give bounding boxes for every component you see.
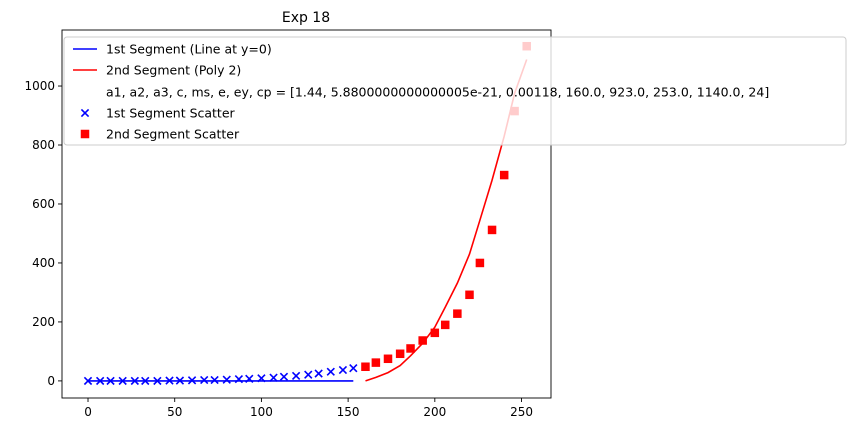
x-marker-stroke bbox=[257, 374, 266, 383]
x-marker-stroke bbox=[326, 367, 335, 376]
x-marker-stroke bbox=[245, 374, 254, 383]
x-tick-label: 200 bbox=[423, 405, 446, 419]
x-marker-stroke bbox=[269, 373, 278, 382]
data-point-x-marker bbox=[338, 365, 348, 375]
data-point-x-marker bbox=[269, 373, 278, 382]
data-point-x-marker bbox=[106, 376, 115, 386]
data-point-square-marker bbox=[465, 290, 474, 300]
x-marker-stroke bbox=[118, 376, 127, 386]
data-point-x-marker bbox=[291, 371, 301, 381]
legend-label: a1, a2, a3, c, ms, e, ey, cp = [1.44, 5.… bbox=[106, 85, 769, 100]
data-point-x-marker bbox=[95, 376, 105, 386]
data-point-square-marker bbox=[371, 358, 381, 367]
y-tick-label: 800 bbox=[32, 138, 55, 152]
data-point-x-marker bbox=[141, 376, 150, 386]
x-marker-stroke bbox=[141, 376, 150, 386]
data-point-x-marker bbox=[165, 376, 174, 385]
x-tick-label: 50 bbox=[167, 405, 182, 419]
plot-area bbox=[83, 41, 531, 386]
y-tick-label: 1000 bbox=[24, 79, 55, 93]
x-marker-stroke bbox=[338, 365, 348, 375]
data-point-square-marker bbox=[499, 170, 509, 180]
axes-frame bbox=[61, 29, 552, 399]
x-marker-stroke bbox=[349, 364, 358, 373]
legend-box bbox=[63, 36, 847, 146]
data-point-x-marker bbox=[130, 376, 139, 386]
legend-x-marker-handle bbox=[80, 108, 90, 118]
x-marker-stroke bbox=[175, 376, 185, 385]
x-tick-label: 150 bbox=[337, 405, 360, 419]
x-marker-stroke bbox=[291, 371, 301, 381]
legend-label: 1st Segment (Line at y=0) bbox=[106, 42, 272, 57]
x-marker-stroke bbox=[279, 372, 289, 381]
x-marker-stroke bbox=[304, 370, 313, 379]
legend-label: 1st Segment Scatter bbox=[106, 106, 236, 121]
x-marker-stroke bbox=[200, 375, 209, 385]
legend-label: 2nd Segment Scatter bbox=[106, 127, 240, 142]
x-marker-stroke bbox=[80, 108, 90, 118]
data-point-x-marker bbox=[175, 376, 185, 385]
axes: 0 50 100 150 200 250 0 200 400 600 800 1000 bbox=[24, 29, 552, 419]
data-point-x-marker bbox=[257, 374, 266, 383]
x-marker-stroke bbox=[106, 376, 115, 386]
x-marker-stroke bbox=[95, 376, 105, 386]
data-point-x-marker bbox=[118, 376, 127, 386]
x-marker-stroke bbox=[153, 376, 162, 386]
data-point-x-marker bbox=[83, 376, 93, 386]
data-point-square-marker bbox=[383, 354, 393, 364]
data-point-x-marker bbox=[349, 364, 358, 373]
data-point-x-marker bbox=[314, 369, 323, 378]
data-point-x-marker bbox=[279, 372, 289, 381]
x-tick-label: 250 bbox=[510, 405, 533, 419]
legend: 1st Segment (Line at y=0) 2nd Segment (Po… bbox=[63, 36, 847, 146]
x-marker-stroke bbox=[83, 376, 93, 386]
data-point-x-marker bbox=[187, 376, 197, 385]
data-point-x-marker bbox=[200, 375, 209, 385]
x-tick-label: 0 bbox=[84, 405, 92, 419]
data-point-square-marker bbox=[430, 328, 440, 338]
data-point-x-marker bbox=[304, 370, 313, 379]
x-marker-stroke bbox=[222, 375, 231, 384]
data-point-square-marker bbox=[475, 258, 485, 268]
y-tick-label: 400 bbox=[32, 256, 55, 270]
x-marker-stroke bbox=[314, 369, 323, 378]
data-point-x-marker bbox=[326, 367, 335, 376]
x-marker-stroke bbox=[234, 374, 244, 384]
data-point-x-marker bbox=[222, 375, 231, 384]
x-marker-stroke bbox=[210, 375, 219, 385]
x-marker-stroke bbox=[130, 376, 139, 386]
series-line-2 bbox=[365, 59, 528, 382]
y-tick-label: 0 bbox=[47, 374, 55, 388]
data-point-square-marker bbox=[453, 309, 462, 318]
data-point-square-marker bbox=[395, 349, 405, 359]
data-point-square-marker bbox=[487, 225, 497, 235]
y-tick-label: 600 bbox=[32, 197, 55, 211]
data-point-x-marker bbox=[210, 375, 219, 385]
data-point-x-marker bbox=[153, 376, 162, 386]
data-point-square-marker bbox=[418, 336, 427, 345]
x-marker-stroke bbox=[187, 376, 197, 385]
y-tick-label: 200 bbox=[32, 315, 55, 329]
x-marker-stroke bbox=[165, 376, 174, 385]
data-point-square-marker bbox=[406, 344, 415, 353]
data-point-x-marker bbox=[245, 374, 254, 383]
data-point-square-marker bbox=[361, 362, 370, 371]
chart-title: Exp 18 bbox=[282, 10, 330, 26]
legend-square-marker-handle bbox=[80, 129, 90, 139]
legend-label: 2nd Segment (Poly 2) bbox=[106, 63, 241, 78]
data-point-x-marker bbox=[234, 374, 244, 384]
data-point-square-marker bbox=[440, 320, 450, 330]
x-tick-label: 100 bbox=[250, 405, 273, 419]
